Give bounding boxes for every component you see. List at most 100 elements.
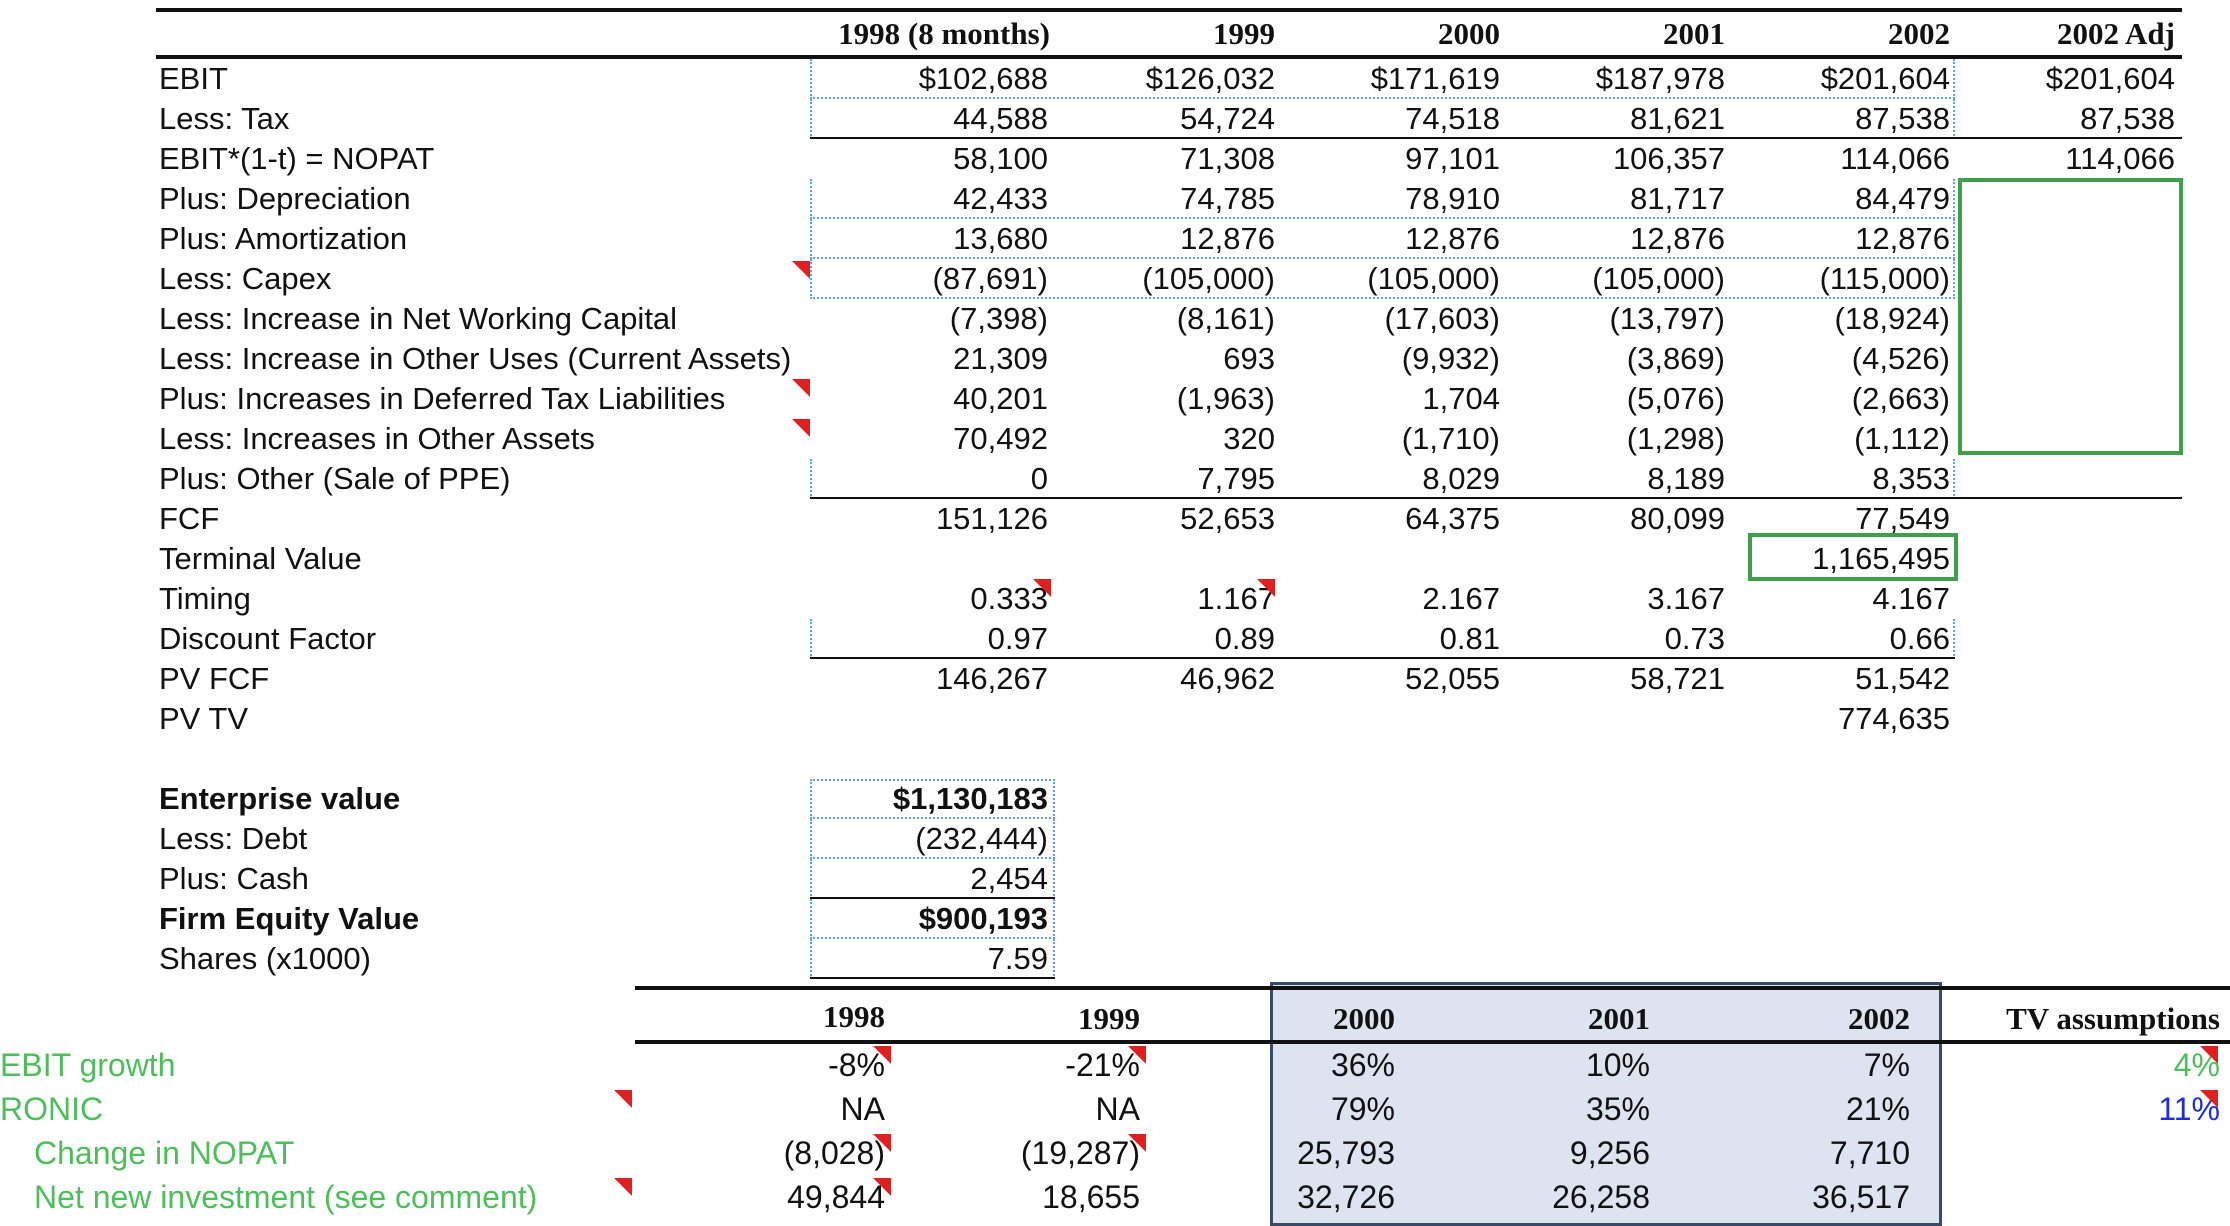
cell[interactable]: 74,785 — [1180, 181, 1275, 216]
comment-marker[interactable] — [792, 379, 810, 397]
cell[interactable]: 774,635 — [1837, 701, 1950, 736]
cell[interactable]: 87,538 — [2080, 101, 2175, 136]
cell[interactable]: 26,258 — [1552, 1179, 1650, 1215]
cell[interactable]: 12,876 — [1405, 221, 1500, 256]
cell[interactable]: 97,101 — [1405, 141, 1500, 176]
cell[interactable]: 7% — [1863, 1047, 1910, 1083]
col-header-1999[interactable]: 1999 — [1213, 16, 1275, 51]
cell[interactable]: 81,621 — [1630, 101, 1725, 136]
cell[interactable]: 0.333 — [970, 581, 1048, 616]
cell[interactable]: -8% — [828, 1047, 885, 1083]
valuation-value-shares[interactable]: 7.59 — [987, 941, 1048, 976]
cell[interactable]: 77,549 — [1855, 501, 1950, 536]
cell[interactable]: 693 — [1223, 341, 1275, 376]
cell-box-ebit[interactable] — [810, 59, 1955, 99]
cell[interactable]: 32,726 — [1297, 1179, 1395, 1215]
cell[interactable]: (1,112) — [1854, 421, 1950, 456]
cell[interactable]: 70,492 — [953, 421, 1048, 456]
cell[interactable]: 42,433 — [953, 181, 1048, 216]
cell[interactable]: 10% — [1585, 1047, 1650, 1083]
valuation-value-cash[interactable]: 2,454 — [970, 861, 1048, 896]
cell[interactable]: 79% — [1330, 1091, 1395, 1127]
cell[interactable]: 7,710 — [1829, 1135, 1910, 1171]
cell[interactable]: 9,256 — [1569, 1135, 1650, 1171]
cell[interactable]: (5,076) — [1626, 381, 1725, 416]
valuation-value-equity[interactable]: $900,193 — [918, 901, 1048, 936]
cell[interactable]: $201,604 — [2045, 61, 2175, 96]
comment-marker[interactable] — [792, 261, 810, 279]
cell[interactable]: (2,663) — [1851, 381, 1950, 416]
lower-col-header-tv-assumptions[interactable]: TV assumptions — [2006, 1001, 2220, 1036]
comment-marker[interactable] — [1033, 579, 1051, 597]
cell[interactable]: 36,517 — [1812, 1179, 1910, 1215]
cell[interactable]: 78,910 — [1405, 181, 1500, 216]
cell[interactable]: 80,099 — [1630, 501, 1725, 536]
cell[interactable]: 49,844 — [787, 1179, 885, 1215]
cell[interactable]: (115,000) — [1819, 261, 1950, 296]
cell[interactable]: 8,189 — [1647, 461, 1725, 496]
comment-marker[interactable] — [614, 1090, 632, 1108]
cell[interactable]: $171,619 — [1370, 61, 1500, 96]
comment-marker[interactable] — [873, 1046, 891, 1064]
comment-marker[interactable] — [1128, 1134, 1146, 1152]
comment-marker[interactable] — [792, 419, 810, 437]
lower-col-header-2002[interactable]: 2002 — [1848, 1001, 1910, 1036]
col-header-2002-adj[interactable]: 2002 Adj — [2057, 16, 2175, 51]
cell[interactable]: 8,353 — [1872, 461, 1950, 496]
cell-box-dep[interactable] — [810, 179, 1955, 219]
cell[interactable]: 0.73 — [1664, 621, 1725, 656]
cell[interactable]: (7,398) — [949, 301, 1048, 336]
cell[interactable]: 54,724 — [1180, 101, 1275, 136]
col-header-2000[interactable]: 2000 — [1438, 16, 1500, 51]
cell[interactable]: 21,309 — [953, 341, 1048, 376]
cell[interactable]: 81,717 — [1630, 181, 1725, 216]
cell[interactable]: (105,000) — [1142, 261, 1275, 296]
lower-col-header-2000[interactable]: 2000 — [1333, 1001, 1395, 1036]
cell[interactable]: (87,691) — [932, 261, 1048, 296]
comment-marker[interactable] — [873, 1134, 891, 1152]
cell[interactable]: 2.167 — [1422, 581, 1500, 616]
cell[interactable]: 0.81 — [1439, 621, 1500, 656]
cell[interactable]: -21% — [1065, 1047, 1140, 1083]
valuation-box-debt[interactable] — [810, 819, 1055, 859]
cell[interactable]: 25,793 — [1297, 1135, 1395, 1171]
cell[interactable]: 3.167 — [1647, 581, 1725, 616]
cell[interactable]: (105,000) — [1367, 261, 1500, 296]
cell[interactable]: 8,029 — [1422, 461, 1500, 496]
cell[interactable]: (1,298) — [1626, 421, 1725, 456]
col-header-2002[interactable]: 2002 — [1888, 16, 1950, 51]
cell[interactable]: 74,518 — [1405, 101, 1500, 136]
cell[interactable]: 114,066 — [1840, 141, 1950, 176]
cell[interactable]: 64,375 — [1405, 501, 1500, 536]
cell[interactable]: (18,924) — [1834, 301, 1950, 336]
lower-col-header-1998[interactable]: 1998 — [823, 999, 885, 1034]
valuation-value-ev[interactable]: $1,130,183 — [892, 781, 1048, 816]
cell[interactable]: $187,978 — [1595, 61, 1725, 96]
cell-box-capex[interactable] — [810, 259, 1955, 299]
comment-marker[interactable] — [2200, 1046, 2218, 1064]
cell[interactable]: (17,603) — [1384, 301, 1500, 336]
cell[interactable]: 7,795 — [1197, 461, 1275, 496]
cell[interactable]: 114,066 — [2065, 141, 2175, 176]
cell[interactable]: 12,876 — [1855, 221, 1950, 256]
cell[interactable]: 71,308 — [1180, 141, 1275, 176]
lower-col-header-1999[interactable]: 1999 — [1078, 1001, 1140, 1036]
cell[interactable]: 46,962 — [1180, 661, 1275, 696]
tv-assumption-growth[interactable]: 4% — [2173, 1047, 2220, 1083]
cell[interactable]: 58,721 — [1630, 661, 1725, 696]
cell[interactable]: 106,357 — [1612, 141, 1725, 176]
cell[interactable]: 1.167 — [1197, 581, 1275, 616]
cell[interactable]: 21% — [1845, 1091, 1910, 1127]
cell[interactable]: 0.97 — [987, 621, 1048, 656]
cell[interactable]: $201,604 — [1820, 61, 1950, 96]
cell[interactable]: (105,000) — [1592, 261, 1725, 296]
comment-marker[interactable] — [614, 1178, 632, 1196]
cell[interactable]: 0 — [1030, 461, 1048, 496]
cell[interactable]: 44,588 — [953, 101, 1048, 136]
comment-marker[interactable] — [873, 1178, 891, 1196]
cell[interactable]: 4.167 — [1872, 581, 1950, 616]
comment-marker[interactable] — [1257, 579, 1275, 597]
cell[interactable]: NA — [840, 1091, 885, 1127]
cell[interactable]: (1,963) — [1176, 381, 1275, 416]
valuation-value-debt[interactable]: (232,444) — [915, 821, 1048, 856]
